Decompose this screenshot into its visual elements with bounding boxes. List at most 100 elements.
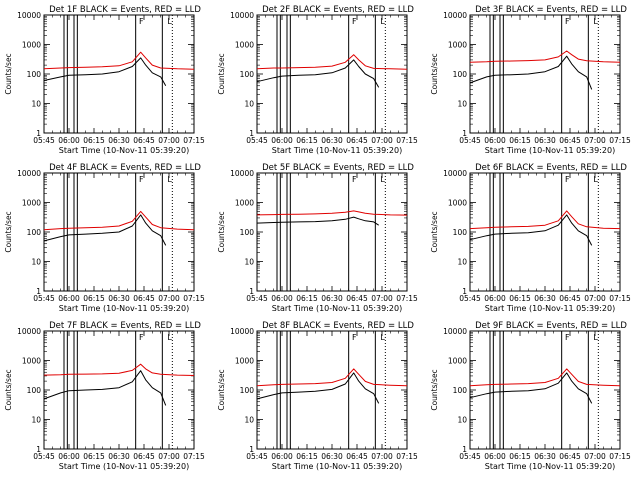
series-lld-line — [469, 210, 621, 230]
x-tick-label: 07:00 — [158, 452, 180, 461]
x-tick-label: 06:45 — [133, 452, 155, 461]
plot-frame — [469, 14, 621, 134]
marker-label: L — [593, 333, 598, 342]
panel-2: Det 2F BLACK = Events, RED = LLD 1 10 100 10… — [217, 5, 418, 155]
series-events-line — [43, 57, 167, 86]
series-lld-line — [43, 210, 195, 231]
y-axis-label: Counts/sec — [217, 53, 226, 94]
x-tick-label: 07:15 — [609, 452, 631, 461]
y-tick-label: 1000 — [448, 357, 467, 366]
series-lld-line — [469, 50, 621, 63]
panel-title: Det 4F BLACK = Events, RED = LLD — [49, 163, 201, 173]
x-tick-label: 07:00 — [584, 294, 606, 303]
y-axis-label: Counts/sec — [217, 211, 226, 252]
y-tick-label: 1 — [462, 287, 467, 296]
x-tick-label: 07:00 — [584, 452, 606, 461]
x-tick-label: 06:30 — [534, 294, 556, 303]
x-tick-label: 06:45 — [133, 294, 155, 303]
marker-label: L — [593, 175, 598, 184]
y-axis-label: Counts/sec — [430, 369, 439, 410]
x-tick-label: 07:15 — [609, 294, 631, 303]
y-axis-label: Counts/sec — [4, 211, 13, 252]
panel-9: Det 9F BLACK = Events, RED = LLD 1 10 100 10… — [430, 321, 631, 471]
y-tick-label: 1 — [36, 445, 41, 454]
x-tick-label: 05:45 — [33, 452, 55, 461]
x-axis-label: Start Time (10-Nov-11 05:39:20) — [59, 304, 189, 313]
x-tick-label: 06:30 — [534, 452, 556, 461]
x-tick-label: 06:15 — [296, 136, 318, 145]
x-tick-label: 07:15 — [396, 136, 418, 145]
series-lld-line — [256, 54, 408, 70]
x-axis-label: Start Time (10-Nov-11 05:39:20) — [485, 146, 615, 155]
marker-label: L — [380, 17, 385, 26]
marker-label: F — [352, 175, 357, 184]
y-tick-label: 10 — [244, 100, 254, 109]
x-tick-label: 05:45 — [33, 294, 55, 303]
y-tick-label: 10 — [457, 258, 467, 267]
x-tick-label: 06:45 — [346, 294, 368, 303]
series-events-line — [43, 214, 167, 246]
y-axis-label: Counts/sec — [217, 369, 226, 410]
marker-label: F — [139, 175, 144, 184]
x-tick-label: 06:00 — [58, 294, 80, 303]
marker-label: L — [167, 333, 172, 342]
y-tick-label: 1000 — [448, 199, 467, 208]
y-tick-label: 10 — [244, 258, 254, 267]
x-tick-label: 06:45 — [559, 294, 581, 303]
y-tick-label: 10000 — [17, 169, 41, 178]
x-tick-label: 07:15 — [396, 452, 418, 461]
y-tick-label: 10 — [244, 416, 254, 425]
x-axis-label: Start Time (10-Nov-11 05:39:20) — [272, 304, 402, 313]
y-tick-label: 1 — [36, 287, 41, 296]
x-tick-label: 06:45 — [133, 136, 155, 145]
plot-frame — [43, 14, 195, 134]
x-tick-label: 06:15 — [509, 136, 531, 145]
y-tick-label: 1 — [249, 129, 254, 138]
y-tick-label: 10000 — [443, 169, 467, 178]
x-tick-label: 06:00 — [484, 294, 506, 303]
x-tick-label: 07:15 — [183, 294, 205, 303]
x-tick-label: 06:15 — [509, 294, 531, 303]
panel-4: Det 4F BLACK = Events, RED = LLD 1 10 100 10… — [4, 163, 205, 313]
series-lld-line — [43, 363, 195, 376]
y-tick-label: 10000 — [443, 327, 467, 336]
marker-label: L — [167, 17, 172, 26]
x-tick-label: 06:15 — [83, 452, 105, 461]
x-tick-label: 07:00 — [158, 294, 180, 303]
y-tick-label: 100 — [240, 386, 255, 395]
x-tick-label: 07:15 — [183, 136, 205, 145]
marker-label: F — [565, 17, 570, 26]
x-tick-label: 06:00 — [271, 136, 293, 145]
x-tick-label: 05:45 — [459, 452, 481, 461]
x-tick-label: 06:45 — [346, 452, 368, 461]
marker-label: F — [352, 17, 357, 26]
y-tick-label: 1000 — [448, 41, 467, 50]
marker-label: F — [139, 333, 144, 342]
marker-label: L — [167, 175, 172, 184]
series-lld-line — [256, 368, 408, 387]
series-events-line — [256, 372, 380, 404]
x-tick-label: 06:00 — [484, 452, 506, 461]
x-axis-label: Start Time (10-Nov-11 05:39:20) — [485, 462, 615, 471]
panel-title: Det 2F BLACK = Events, RED = LLD — [262, 5, 414, 15]
x-tick-label: 06:15 — [509, 452, 531, 461]
x-tick-label: 06:30 — [534, 136, 556, 145]
y-tick-label: 10 — [31, 100, 41, 109]
x-tick-label: 06:30 — [321, 452, 343, 461]
series-lld-line — [469, 368, 621, 387]
x-tick-label: 07:00 — [371, 294, 393, 303]
y-tick-label: 1 — [462, 129, 467, 138]
plot-frame — [256, 172, 408, 292]
panel-title: Det 8F BLACK = Events, RED = LLD — [262, 321, 414, 331]
panel-title: Det 6F BLACK = Events, RED = LLD — [475, 163, 627, 173]
x-tick-label: 07:15 — [609, 136, 631, 145]
x-axis-label: Start Time (10-Nov-11 05:39:20) — [485, 304, 615, 313]
series-events-line — [469, 214, 593, 246]
panel-5: Det 5F BLACK = Events, RED = LLD 1 10 100 10… — [217, 163, 418, 313]
y-tick-label: 100 — [453, 70, 468, 79]
y-tick-label: 1000 — [235, 41, 254, 50]
x-tick-label: 05:45 — [459, 136, 481, 145]
y-tick-label: 10000 — [17, 11, 41, 20]
x-tick-label: 06:30 — [321, 294, 343, 303]
